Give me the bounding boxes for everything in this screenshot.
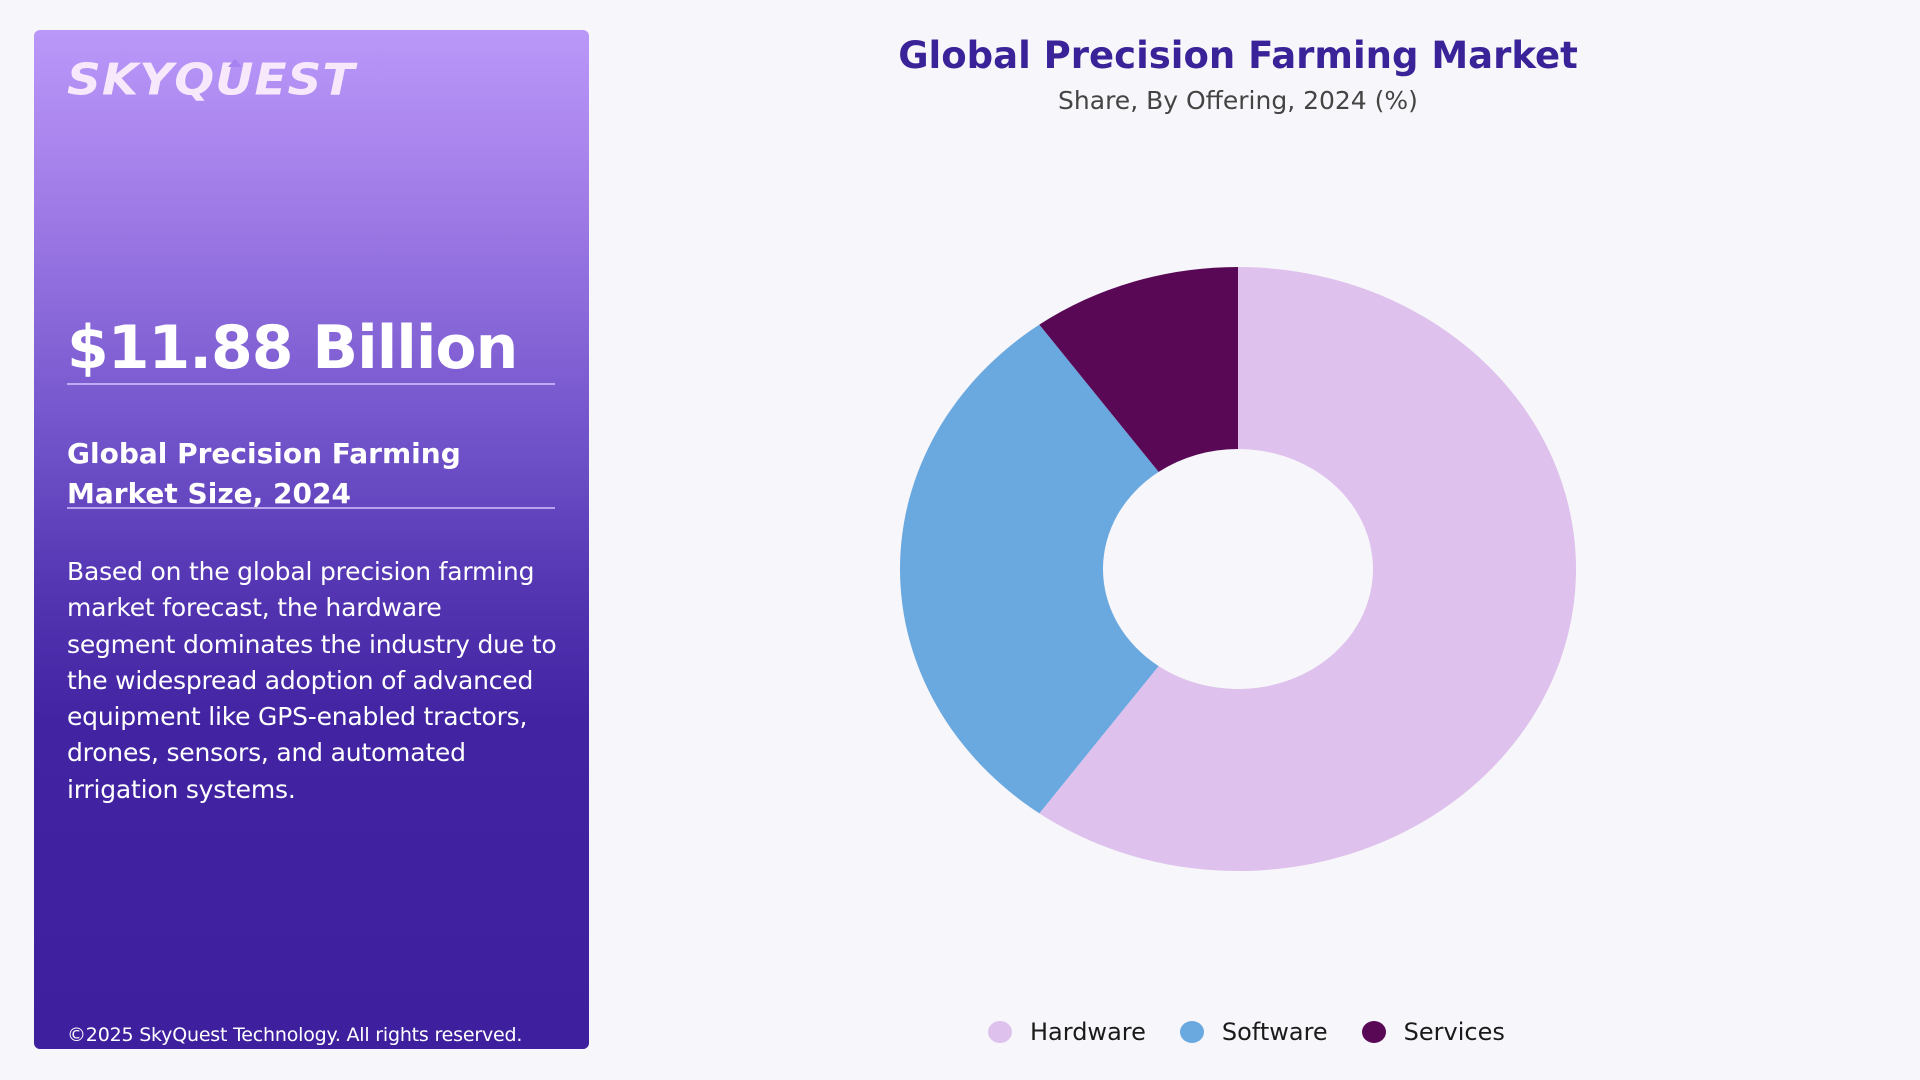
skyquest-logo: SKYQUEST [67,55,355,106]
donut-slice-services[interactable] [1039,267,1238,472]
legend-label: Hardware [1030,1018,1146,1046]
chart-legend: Hardware Software Services [988,1018,1539,1046]
summary-panel: SKYQUEST $11.88 Billion Global Precision… [34,30,589,1049]
logo-text-prefix: SKYQ [67,55,216,106]
legend-item-software[interactable]: Software [1179,1018,1328,1046]
market-value: $11.88 Billion [67,313,518,383]
divider [67,383,555,385]
chart-subtitle: Share, By Offering, 2024 (%) [1058,86,1418,115]
market-size-label: Global Precision Farming Market Size, 20… [67,437,461,510]
legend-label: Software [1221,1018,1328,1046]
legend-dot-icon [1361,1021,1386,1043]
legend-item-services[interactable]: Services [1361,1018,1505,1046]
market-description: Based on the global precision farming ma… [67,557,557,804]
legend-dot-icon [1179,1021,1204,1043]
copyright-notice: ©2025 SkyQuest Technology. All rights re… [67,1024,523,1046]
divider [67,507,555,509]
chart-title: Global Precision Farming Market [898,34,1578,77]
donut-slice-hardware[interactable] [1039,267,1577,871]
logo-arrow-icon: U [215,55,254,106]
logo-text-suffix: EST [254,55,356,106]
legend-item-hardware[interactable]: Hardware [988,1018,1146,1046]
legend-dot-icon [988,1021,1012,1043]
donut-slice-software[interactable] [900,324,1159,814]
legend-label: Services [1403,1018,1505,1046]
